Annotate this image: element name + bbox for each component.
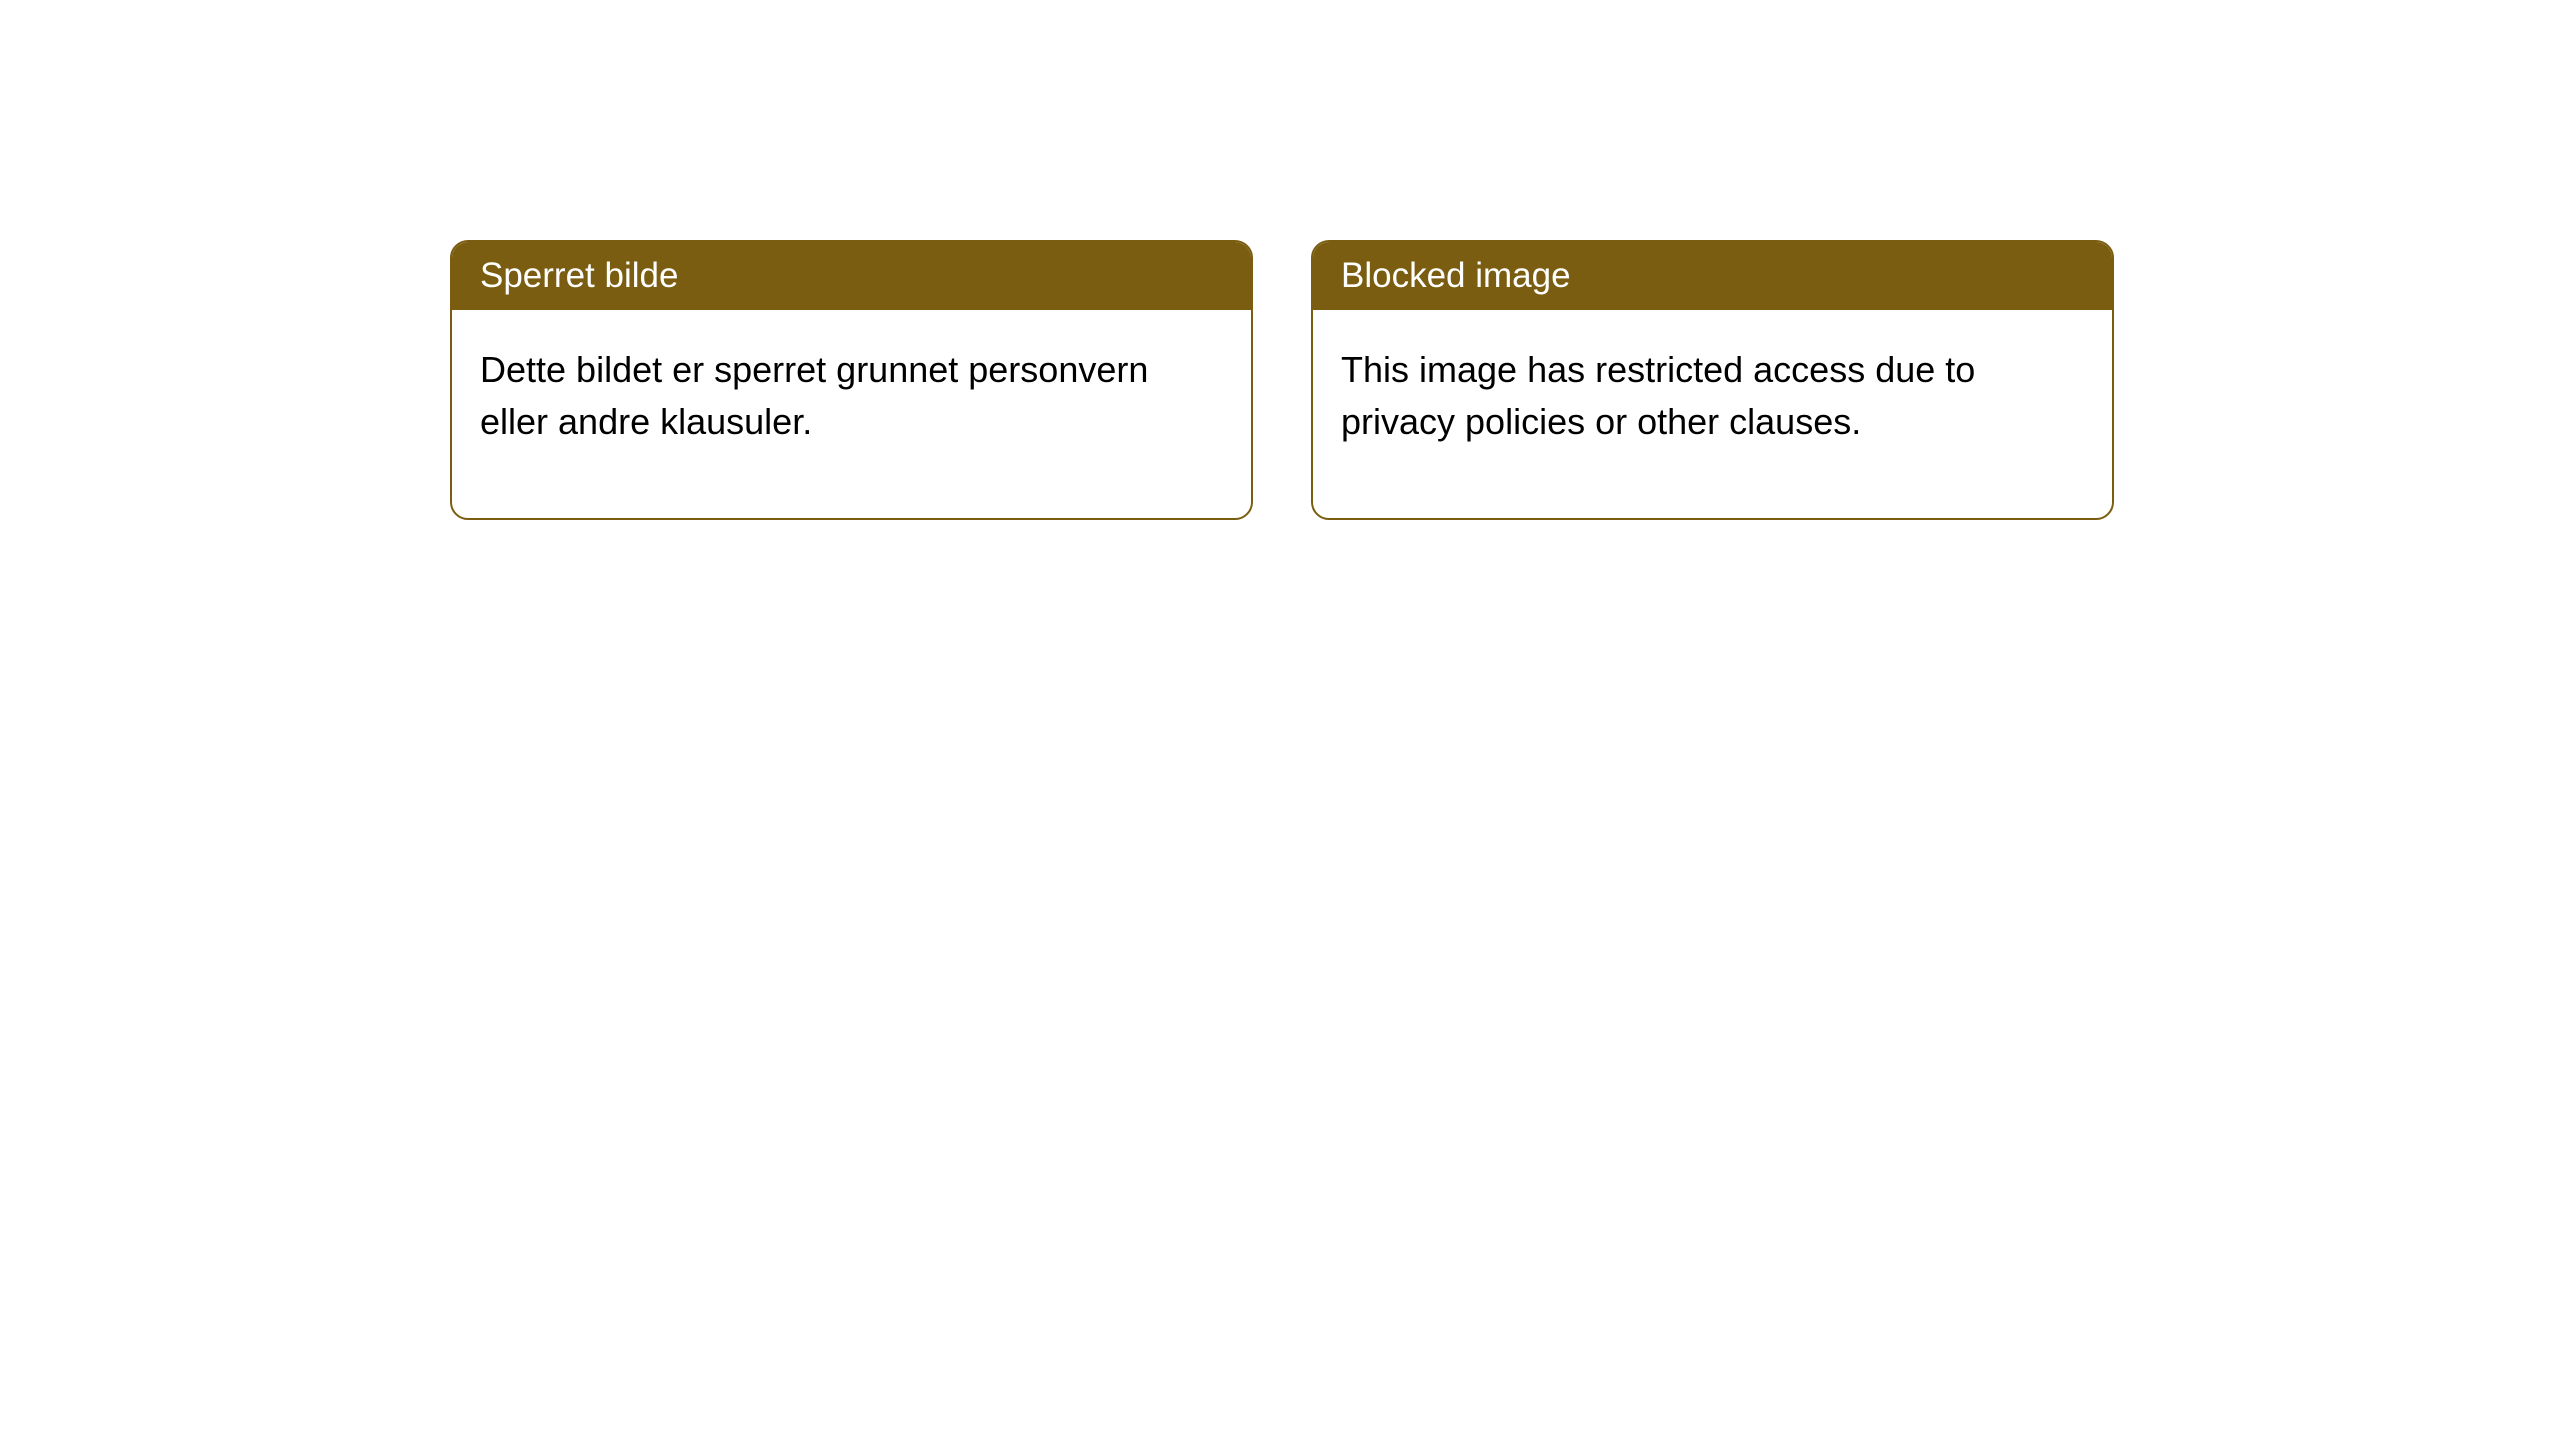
notice-header-english: Blocked image [1313,242,2112,310]
notice-body-norwegian: Dette bildet er sperret grunnet personve… [452,310,1251,518]
notice-body-english: This image has restricted access due to … [1313,310,2112,518]
notice-card-norwegian: Sperret bilde Dette bildet er sperret gr… [450,240,1253,520]
notice-header-norwegian: Sperret bilde [452,242,1251,310]
notice-title-english: Blocked image [1341,256,1571,295]
notice-card-english: Blocked image This image has restricted … [1311,240,2114,520]
notice-title-norwegian: Sperret bilde [480,256,678,295]
notice-text-norwegian: Dette bildet er sperret grunnet personve… [480,349,1148,442]
notice-text-english: This image has restricted access due to … [1341,349,1975,442]
notice-container: Sperret bilde Dette bildet er sperret gr… [450,240,2114,520]
